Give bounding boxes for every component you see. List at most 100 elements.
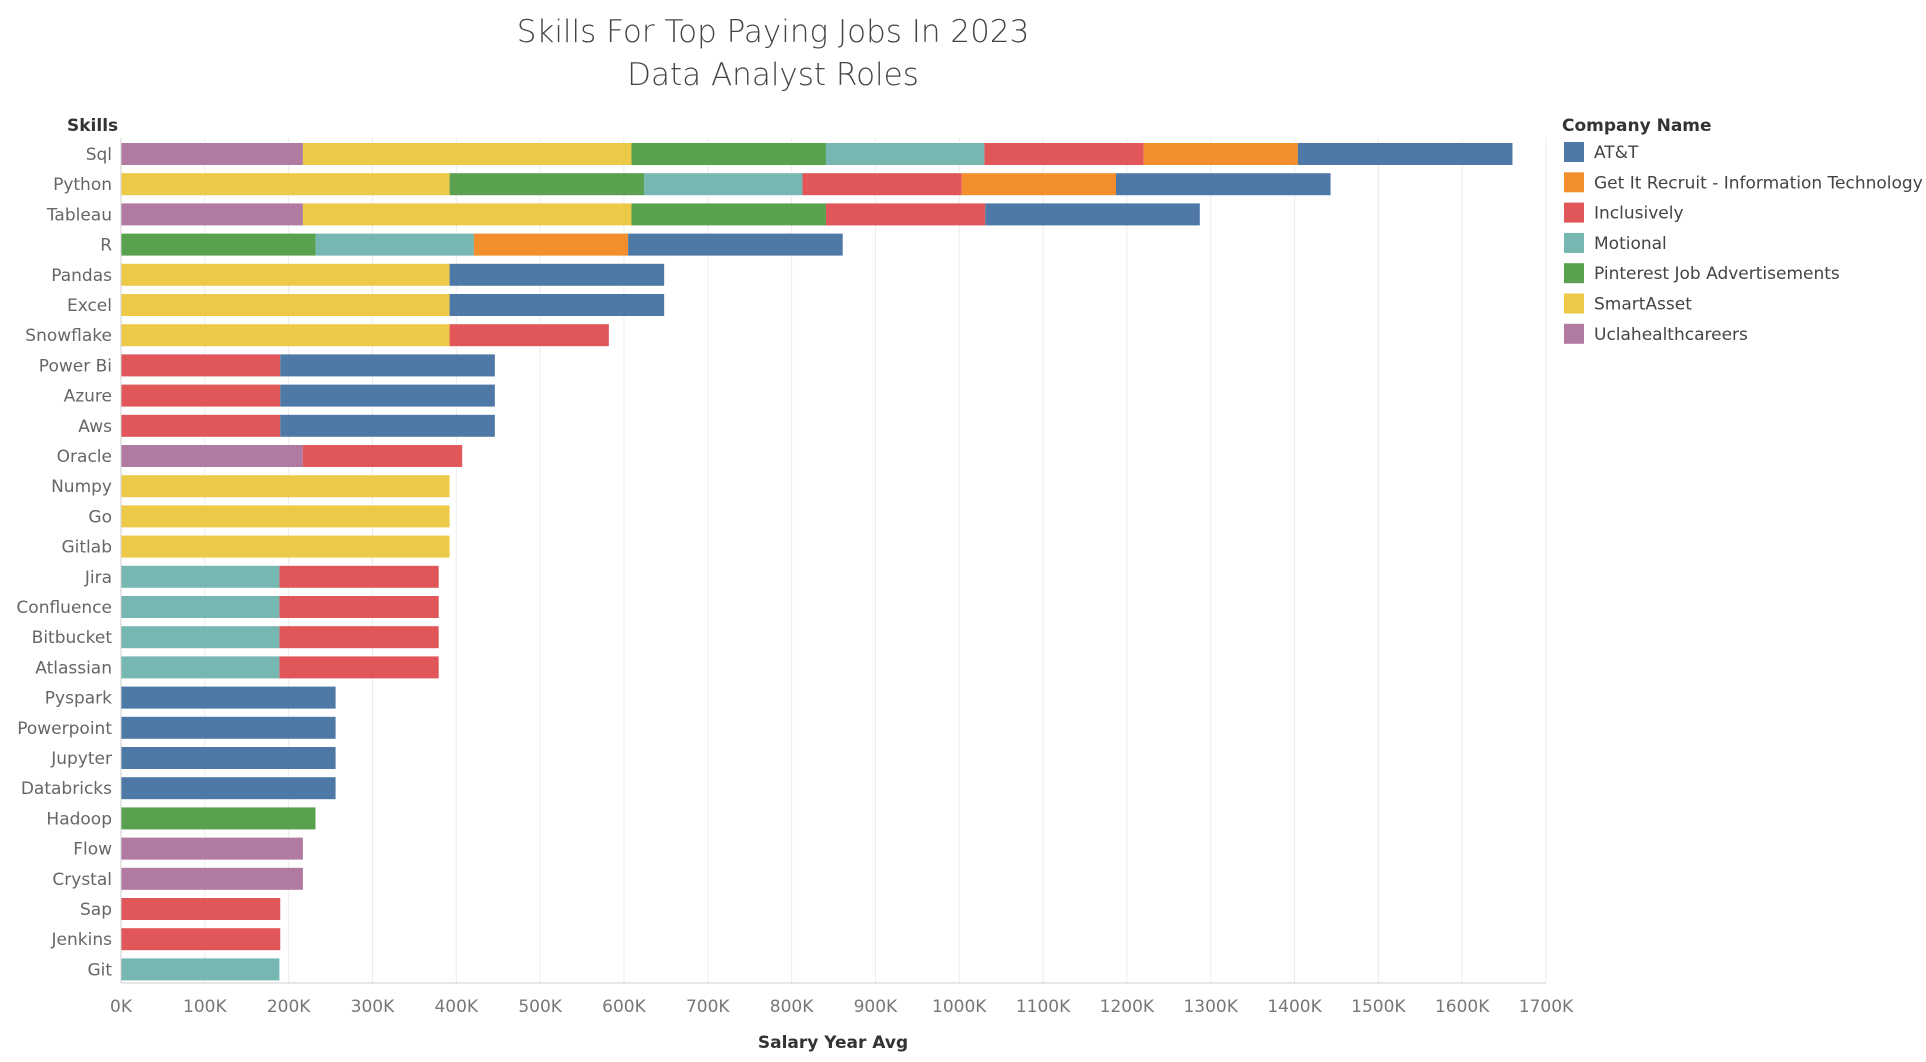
bar-segment-pandas-at-t bbox=[449, 263, 665, 286]
bar-segment-python-pinterest-job-advertisements bbox=[449, 173, 645, 196]
bar-segment-power-bi-at-t bbox=[280, 354, 495, 377]
bar-segment-go-smartasset bbox=[121, 505, 450, 528]
y-tick-label: Numpy bbox=[51, 477, 112, 497]
bar-segment-snowflake-smartasset bbox=[121, 324, 450, 347]
bar-segment-excel-smartasset bbox=[121, 294, 450, 316]
bar-segment-r-motional bbox=[315, 233, 474, 256]
x-tick-label: 400K bbox=[434, 997, 478, 1017]
bar-segment-sql-get-it-recruit-information-technology bbox=[1143, 143, 1298, 165]
bar-segment-confluence-inclusively bbox=[279, 596, 439, 618]
x-tick-label: 1400K bbox=[1267, 997, 1322, 1017]
bar-segment-pandas-smartasset bbox=[121, 263, 450, 286]
y-tick-label: Git bbox=[87, 960, 112, 980]
legend-swatch bbox=[1564, 202, 1584, 223]
x-tick-label: 500K bbox=[518, 997, 562, 1017]
bar-segment-crystal-uclahealthcareers bbox=[121, 867, 303, 890]
x-tick-label: 200K bbox=[267, 997, 311, 1017]
bar-segment-python-at-t bbox=[1115, 173, 1331, 196]
y-tick-label: Oracle bbox=[57, 447, 112, 467]
legend-label: Motional bbox=[1594, 234, 1667, 254]
legend-swatch bbox=[1564, 232, 1584, 253]
bar-segment-python-smartasset bbox=[121, 173, 450, 196]
bars bbox=[121, 143, 1513, 981]
x-tick-label: 1500K bbox=[1351, 997, 1406, 1017]
bar-segment-excel-at-t bbox=[449, 294, 665, 316]
x-tick-label: 600K bbox=[602, 997, 646, 1017]
legend-label: Pinterest Job Advertisements bbox=[1594, 264, 1840, 284]
y-tick-label: Databricks bbox=[21, 779, 112, 799]
x-tick-label: 100K bbox=[183, 997, 227, 1017]
bar-segment-sql-motional bbox=[825, 143, 985, 165]
bar-segment-flow-uclahealthcareers bbox=[121, 837, 303, 860]
bar-segment-atlassian-inclusively bbox=[279, 656, 439, 679]
bar-segment-confluence-motional bbox=[121, 596, 280, 618]
chart-title-line-1: Skills For Top Paying Jobs In 2023 bbox=[517, 14, 1030, 50]
x-tick-label: 900K bbox=[854, 997, 898, 1017]
bar-segment-jupyter-at-t bbox=[121, 747, 336, 769]
y-tick-label: Confluence bbox=[16, 598, 112, 618]
bar-segment-pyspark-at-t bbox=[121, 686, 336, 709]
bar-segment-azure-at-t bbox=[280, 384, 495, 407]
y-tick-label: Go bbox=[88, 507, 112, 527]
bar-segment-r-pinterest-job-advertisements bbox=[121, 233, 316, 256]
bar-segment-python-get-it-recruit-information-technology bbox=[961, 173, 1116, 196]
bar-segment-jira-motional bbox=[121, 565, 280, 588]
bar-segment-jira-inclusively bbox=[279, 565, 439, 588]
legend-label: Uclahealthcareers bbox=[1594, 325, 1748, 345]
x-tick-label: 1300K bbox=[1183, 997, 1238, 1017]
legend-label: SmartAsset bbox=[1594, 295, 1692, 315]
bar-segment-powerpoint-at-t bbox=[121, 716, 336, 739]
legend-swatch bbox=[1564, 172, 1584, 193]
x-axis-title: Salary Year Avg bbox=[758, 1033, 908, 1053]
y-axis-title: Skills bbox=[67, 116, 118, 136]
x-tick-label: 1600K bbox=[1435, 997, 1490, 1017]
bar-segment-tableau-smartasset bbox=[302, 203, 632, 226]
x-tick-label: 1700K bbox=[1519, 997, 1574, 1017]
bar-segment-oracle-inclusively bbox=[302, 445, 463, 467]
y-tick-label: Bitbucket bbox=[32, 628, 113, 648]
y-tick-label: Jupyter bbox=[50, 749, 112, 769]
bar-segment-aws-inclusively bbox=[121, 414, 281, 437]
bar-segment-numpy-smartasset bbox=[121, 475, 450, 498]
legend-swatch bbox=[1564, 142, 1584, 162]
bar-segment-sql-inclusively bbox=[984, 143, 1144, 165]
y-tick-label: Aws bbox=[78, 417, 112, 437]
y-tick-label: Sql bbox=[86, 145, 112, 165]
x-tick-label: 300K bbox=[351, 997, 395, 1017]
y-tick-label: Jira bbox=[84, 568, 112, 588]
bar-segment-aws-at-t bbox=[280, 414, 495, 437]
bar-segment-oracle-uclahealthcareers bbox=[121, 445, 303, 467]
legend-label: Get It Recruit - Information Technology bbox=[1594, 173, 1923, 193]
y-tick-label: Crystal bbox=[52, 870, 112, 890]
bar-segment-r-at-t bbox=[628, 233, 843, 256]
bar-segment-bitbucket-motional bbox=[121, 626, 280, 649]
y-axis-labels: Sql Python Tableau R Pandas Excel Snowflake Pow… bbox=[16, 145, 112, 980]
bar-segment-sql-pinterest-job-advertisements bbox=[631, 143, 826, 165]
bar-segment-databricks-at-t bbox=[121, 777, 336, 800]
y-tick-label: Powerpoint bbox=[17, 719, 112, 739]
x-tick-label: 800K bbox=[770, 997, 814, 1017]
bar-segment-sap-inclusively bbox=[121, 898, 281, 920]
legend-title: Company Name bbox=[1562, 116, 1712, 136]
legend-swatch bbox=[1564, 263, 1584, 284]
bar-segment-tableau-uclahealthcareers bbox=[121, 203, 303, 226]
y-tick-label: Gitlab bbox=[62, 538, 113, 558]
bar-segment-tableau-at-t bbox=[985, 203, 1200, 226]
bar-segment-sql-uclahealthcareers bbox=[121, 143, 303, 165]
x-tick-label: 1200K bbox=[1100, 997, 1155, 1017]
y-tick-label: Pyspark bbox=[45, 689, 112, 709]
legend-swatch bbox=[1564, 323, 1584, 344]
bar-segment-tableau-pinterest-job-advertisements bbox=[631, 203, 826, 226]
bar-segment-jenkins-inclusively bbox=[121, 928, 281, 951]
y-tick-label: Snowflake bbox=[25, 326, 112, 346]
x-tick-label: 0K bbox=[110, 997, 133, 1017]
chart-title-line-2: Data Analyst Roles bbox=[627, 57, 919, 93]
legend-label: Inclusively bbox=[1594, 204, 1684, 224]
bar-segment-power-bi-inclusively bbox=[121, 354, 281, 377]
bar-segment-gitlab-smartasset bbox=[121, 535, 450, 558]
y-tick-label: Excel bbox=[67, 296, 112, 316]
x-axis: 0K 100K 200K 300K 400K 500K 600K 700K 800K 900K 10… bbox=[110, 138, 1574, 1017]
y-tick-label: Sap bbox=[80, 900, 112, 920]
x-tick-label: 1100K bbox=[1016, 997, 1071, 1017]
